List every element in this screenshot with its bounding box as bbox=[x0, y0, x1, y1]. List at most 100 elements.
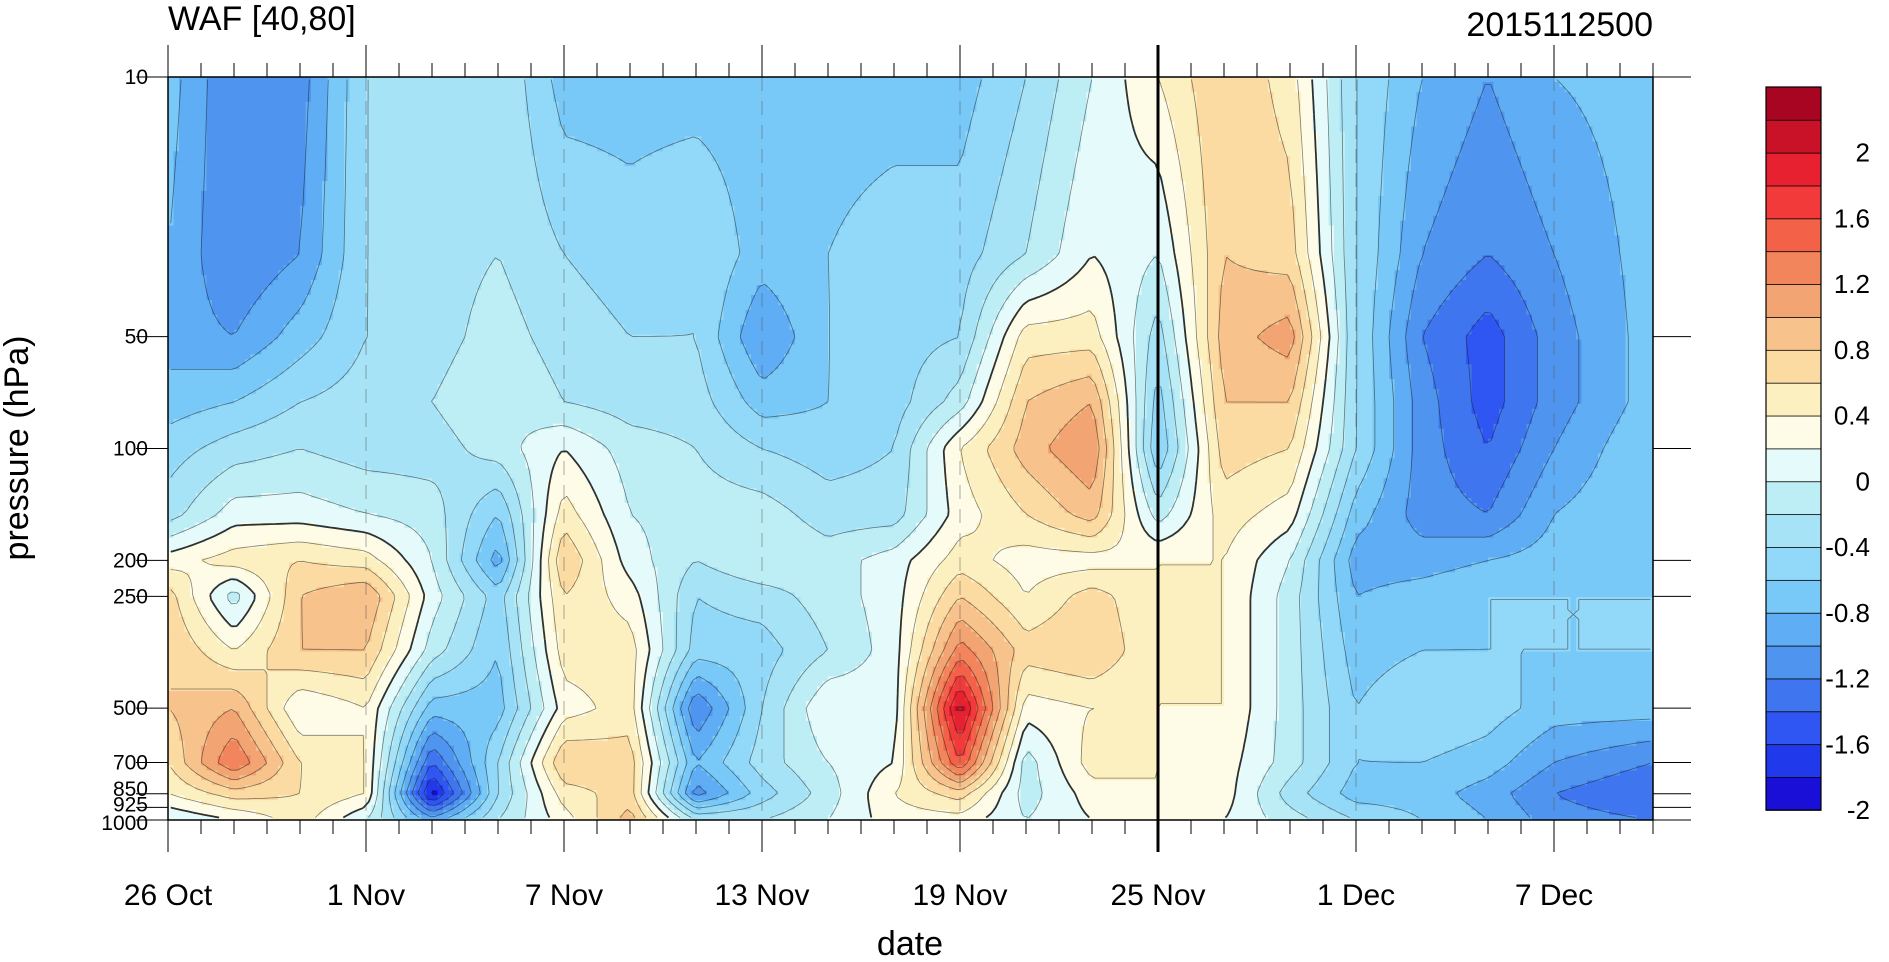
field-cell bbox=[1318, 102, 1324, 108]
field-cell bbox=[421, 102, 427, 108]
field-cell bbox=[663, 127, 669, 133]
field-cell bbox=[1235, 107, 1241, 113]
field-cell bbox=[1373, 82, 1379, 88]
field-cell bbox=[262, 77, 268, 83]
field-cell bbox=[784, 77, 790, 83]
field-cell bbox=[218, 87, 224, 93]
field-cell bbox=[218, 102, 224, 108]
field-cell bbox=[1373, 87, 1379, 93]
field-cell bbox=[1642, 127, 1648, 133]
field-cell bbox=[856, 77, 862, 83]
field-cell bbox=[531, 102, 537, 108]
field-cell bbox=[174, 87, 180, 93]
field-cell bbox=[273, 127, 279, 133]
field-cell bbox=[1593, 102, 1599, 108]
field-cell bbox=[801, 97, 807, 103]
field-cell bbox=[696, 107, 702, 113]
field-cell bbox=[1296, 82, 1302, 88]
field-cell bbox=[1461, 97, 1467, 103]
field-cell bbox=[1571, 122, 1577, 128]
field-cell bbox=[999, 117, 1005, 123]
field-cell bbox=[1169, 82, 1175, 88]
field-cell bbox=[399, 92, 405, 98]
field-cell bbox=[311, 127, 317, 133]
field-cell bbox=[262, 92, 268, 98]
field-cell bbox=[432, 82, 438, 88]
field-cell bbox=[1543, 112, 1549, 118]
field-cell bbox=[416, 122, 422, 128]
field-cell bbox=[438, 82, 444, 88]
field-cell bbox=[212, 77, 218, 83]
field-cell bbox=[179, 107, 185, 113]
field-cell bbox=[680, 92, 686, 98]
field-cell bbox=[1532, 131, 1538, 137]
field-cell bbox=[1510, 112, 1516, 118]
field-cell bbox=[1565, 131, 1571, 137]
field-cell bbox=[746, 97, 752, 103]
field-cell bbox=[1268, 97, 1274, 103]
field-cell bbox=[509, 82, 515, 88]
field-cell bbox=[1593, 107, 1599, 113]
field-cell bbox=[927, 77, 933, 83]
field-cell bbox=[971, 122, 977, 128]
field-cell bbox=[1367, 117, 1373, 123]
field-cell bbox=[1587, 87, 1593, 93]
field-cell bbox=[905, 107, 911, 113]
field-cell bbox=[218, 92, 224, 98]
field-cell bbox=[1274, 122, 1280, 128]
field-cell bbox=[746, 117, 752, 123]
field-cell bbox=[768, 112, 774, 118]
field-cell bbox=[1560, 107, 1566, 113]
field-cell bbox=[872, 117, 878, 123]
field-cell bbox=[542, 92, 548, 98]
field-cell bbox=[933, 102, 939, 108]
field-cell bbox=[1131, 102, 1137, 108]
field-cell bbox=[1301, 92, 1307, 98]
field-cell bbox=[383, 122, 389, 128]
field-cell bbox=[1208, 102, 1214, 108]
field-cell bbox=[845, 131, 851, 137]
field-cell bbox=[427, 107, 433, 113]
field-cell bbox=[1345, 77, 1351, 83]
field-cell bbox=[531, 122, 537, 128]
field-cell bbox=[1604, 102, 1610, 108]
field-cell bbox=[1400, 122, 1406, 128]
field-cell bbox=[1637, 102, 1643, 108]
field-cell bbox=[839, 97, 845, 103]
field-cell bbox=[1642, 77, 1648, 83]
field-cell bbox=[1538, 97, 1544, 103]
field-cell bbox=[608, 87, 614, 93]
field-cell bbox=[339, 117, 345, 123]
field-cell bbox=[801, 122, 807, 128]
field-cell bbox=[1054, 122, 1060, 128]
field-cell bbox=[1026, 107, 1032, 113]
field-cell bbox=[333, 127, 339, 133]
field-cell bbox=[229, 122, 235, 128]
field-cell bbox=[713, 97, 719, 103]
field-cell bbox=[223, 97, 229, 103]
field-cell bbox=[663, 112, 669, 118]
field-cell bbox=[1252, 102, 1258, 108]
field-cell bbox=[988, 102, 994, 108]
field-cell bbox=[1477, 127, 1483, 133]
field-cell bbox=[1208, 92, 1214, 98]
field-cell bbox=[1026, 87, 1032, 93]
field-cell bbox=[790, 82, 796, 88]
field-cell bbox=[465, 107, 471, 113]
field-cell bbox=[267, 82, 273, 88]
field-cell bbox=[460, 97, 466, 103]
field-cell bbox=[1307, 92, 1313, 98]
field-cell bbox=[1505, 82, 1511, 88]
field-cell bbox=[1571, 107, 1577, 113]
field-cell bbox=[1395, 97, 1401, 103]
field-cell bbox=[1527, 87, 1533, 93]
field-cell bbox=[592, 127, 598, 133]
field-cell bbox=[625, 117, 631, 123]
field-cell bbox=[1384, 112, 1390, 118]
field-cell bbox=[1026, 112, 1032, 118]
field-cell bbox=[1620, 97, 1626, 103]
field-cell bbox=[1235, 92, 1241, 98]
field-cell bbox=[465, 92, 471, 98]
field-cell bbox=[597, 122, 603, 128]
field-cell bbox=[190, 97, 196, 103]
